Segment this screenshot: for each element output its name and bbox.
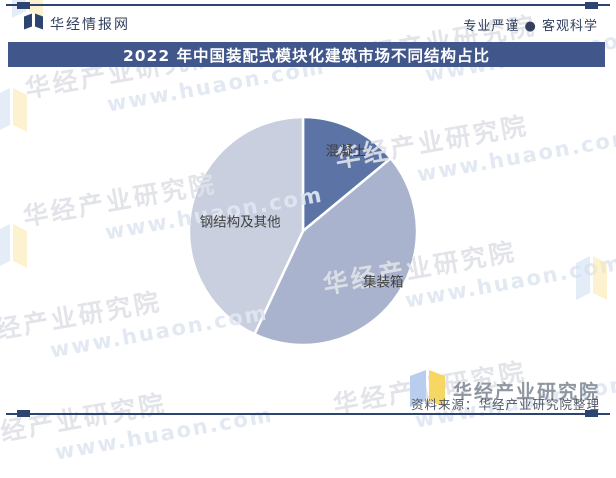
brand-name: 华经情报网 <box>50 16 130 33</box>
pie-slice-2[interactable] <box>253 157 419 347</box>
top-border-left-cap <box>17 2 30 9</box>
open-book-logo-icon <box>24 13 43 34</box>
pie-slice-1[interactable] <box>301 115 393 233</box>
bottom-border-line <box>6 413 610 415</box>
top-border-line <box>6 4 610 6</box>
chart-title-bar: 2022 年中国装配式模块化建筑市场不同结构占比 <box>8 42 605 67</box>
source-note: 资料来源：华经产业研究院整理 <box>410 397 600 412</box>
book-logo-icon <box>410 370 445 411</box>
top-border-right-cap <box>585 2 598 9</box>
footer-logo: 华经产业研究院 <box>410 370 600 411</box>
chart-title: 2022 年中国装配式模块化建筑市场不同结构占比 <box>122 46 491 65</box>
bottom-border-left-cap <box>17 410 30 417</box>
pie-slice-3[interactable] <box>187 115 305 336</box>
pie-chart <box>187 115 419 347</box>
header-tagline: 专业严谨 ● 客观科学 <box>463 19 598 34</box>
bottom-border-right-cap <box>585 410 598 417</box>
footer-logo-text: 华经产业研究院 <box>453 381 601 403</box>
brand: 华经情报网 <box>24 13 130 34</box>
header-bar: 华经情报网 专业严谨 ● 客观科学 <box>0 10 616 36</box>
